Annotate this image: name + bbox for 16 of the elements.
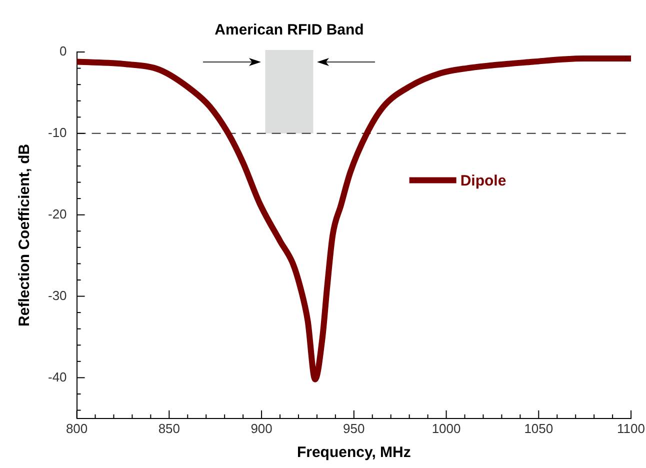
x-tick-label: 850 (158, 420, 180, 436)
y-tick-label: -30 (48, 288, 67, 303)
y-tick-label: -40 (48, 369, 67, 384)
y-tick-label: -10 (48, 125, 67, 140)
x-tick-label: 1100 (617, 420, 646, 436)
y-axis-title: Reflection Coefficient, dB (16, 144, 34, 326)
x-tick-label: 1000 (432, 420, 461, 436)
y-tick-label: -20 (48, 206, 67, 222)
x-axis-title: Frequency, MHz (296, 444, 411, 462)
y-tick-label: 0 (60, 44, 67, 59)
x-tick-label: 900 (250, 420, 272, 436)
x-tick-label: 950 (343, 420, 365, 436)
x-tick-label: 800 (66, 420, 88, 436)
band-label: American RFID Band (214, 22, 364, 39)
legend-label: Dipole (460, 172, 506, 190)
x-tick-label: 1050 (524, 420, 554, 436)
